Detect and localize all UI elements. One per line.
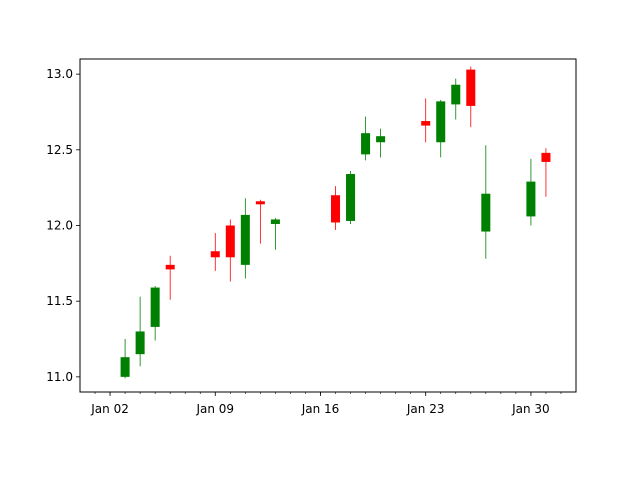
candles-group: [120, 66, 551, 379]
x-tick-label: Jan 30: [511, 402, 550, 416]
candle-body: [481, 193, 491, 232]
x-tick-label: Jan 23: [406, 402, 445, 416]
candle-body: [165, 264, 175, 270]
candle: [225, 219, 235, 282]
candle-body: [466, 69, 476, 106]
candle-body: [255, 201, 265, 205]
candle: [466, 66, 476, 128]
candle: [210, 233, 220, 271]
plot-frame: [79, 58, 577, 393]
candle-body: [225, 225, 235, 258]
x-tick-label: Jan 02: [90, 402, 129, 416]
candle: [481, 145, 491, 259]
y-tick-label: 13.0: [46, 67, 73, 81]
candle: [270, 217, 280, 250]
candle: [541, 148, 551, 197]
x-tick-label: Jan 16: [301, 402, 340, 416]
candle-body: [436, 101, 446, 143]
candle: [421, 98, 431, 143]
y-tick-label: 11.0: [46, 370, 73, 384]
candle-body: [526, 181, 536, 217]
candle-body: [376, 136, 386, 143]
candle-body: [361, 133, 371, 155]
candle-body: [421, 121, 431, 126]
y-tick-label: 12.0: [46, 219, 73, 233]
y-axis: 11.0 11.5 12.0 12.5 13.0: [46, 67, 80, 384]
candle-body: [240, 214, 250, 265]
candle: [135, 296, 145, 367]
candle-body: [541, 152, 551, 162]
y-tick-label: 12.5: [46, 143, 73, 157]
candle: [165, 255, 175, 300]
candle-body: [135, 331, 145, 355]
candle: [120, 339, 130, 379]
candle: [361, 116, 371, 161]
candle-body: [346, 174, 356, 221]
candle: [331, 186, 341, 231]
candle: [376, 128, 386, 158]
candle: [436, 99, 446, 158]
candle: [150, 286, 160, 341]
candle: [240, 198, 250, 279]
candle-body: [120, 357, 130, 377]
x-axis: Jan 02 Jan 09 Jan 16 Jan 23 Jan 30: [90, 392, 562, 416]
candle-body: [150, 287, 160, 327]
candle: [526, 158, 536, 226]
candle-body: [451, 84, 461, 105]
candle: [255, 199, 265, 244]
candle-body: [270, 219, 280, 224]
candle: [346, 171, 356, 224]
y-tick-label: 11.5: [46, 294, 73, 308]
x-tick-label: Jan 09: [195, 402, 234, 416]
candle-body: [331, 195, 341, 223]
candle-body: [210, 251, 220, 258]
candle: [451, 78, 461, 120]
